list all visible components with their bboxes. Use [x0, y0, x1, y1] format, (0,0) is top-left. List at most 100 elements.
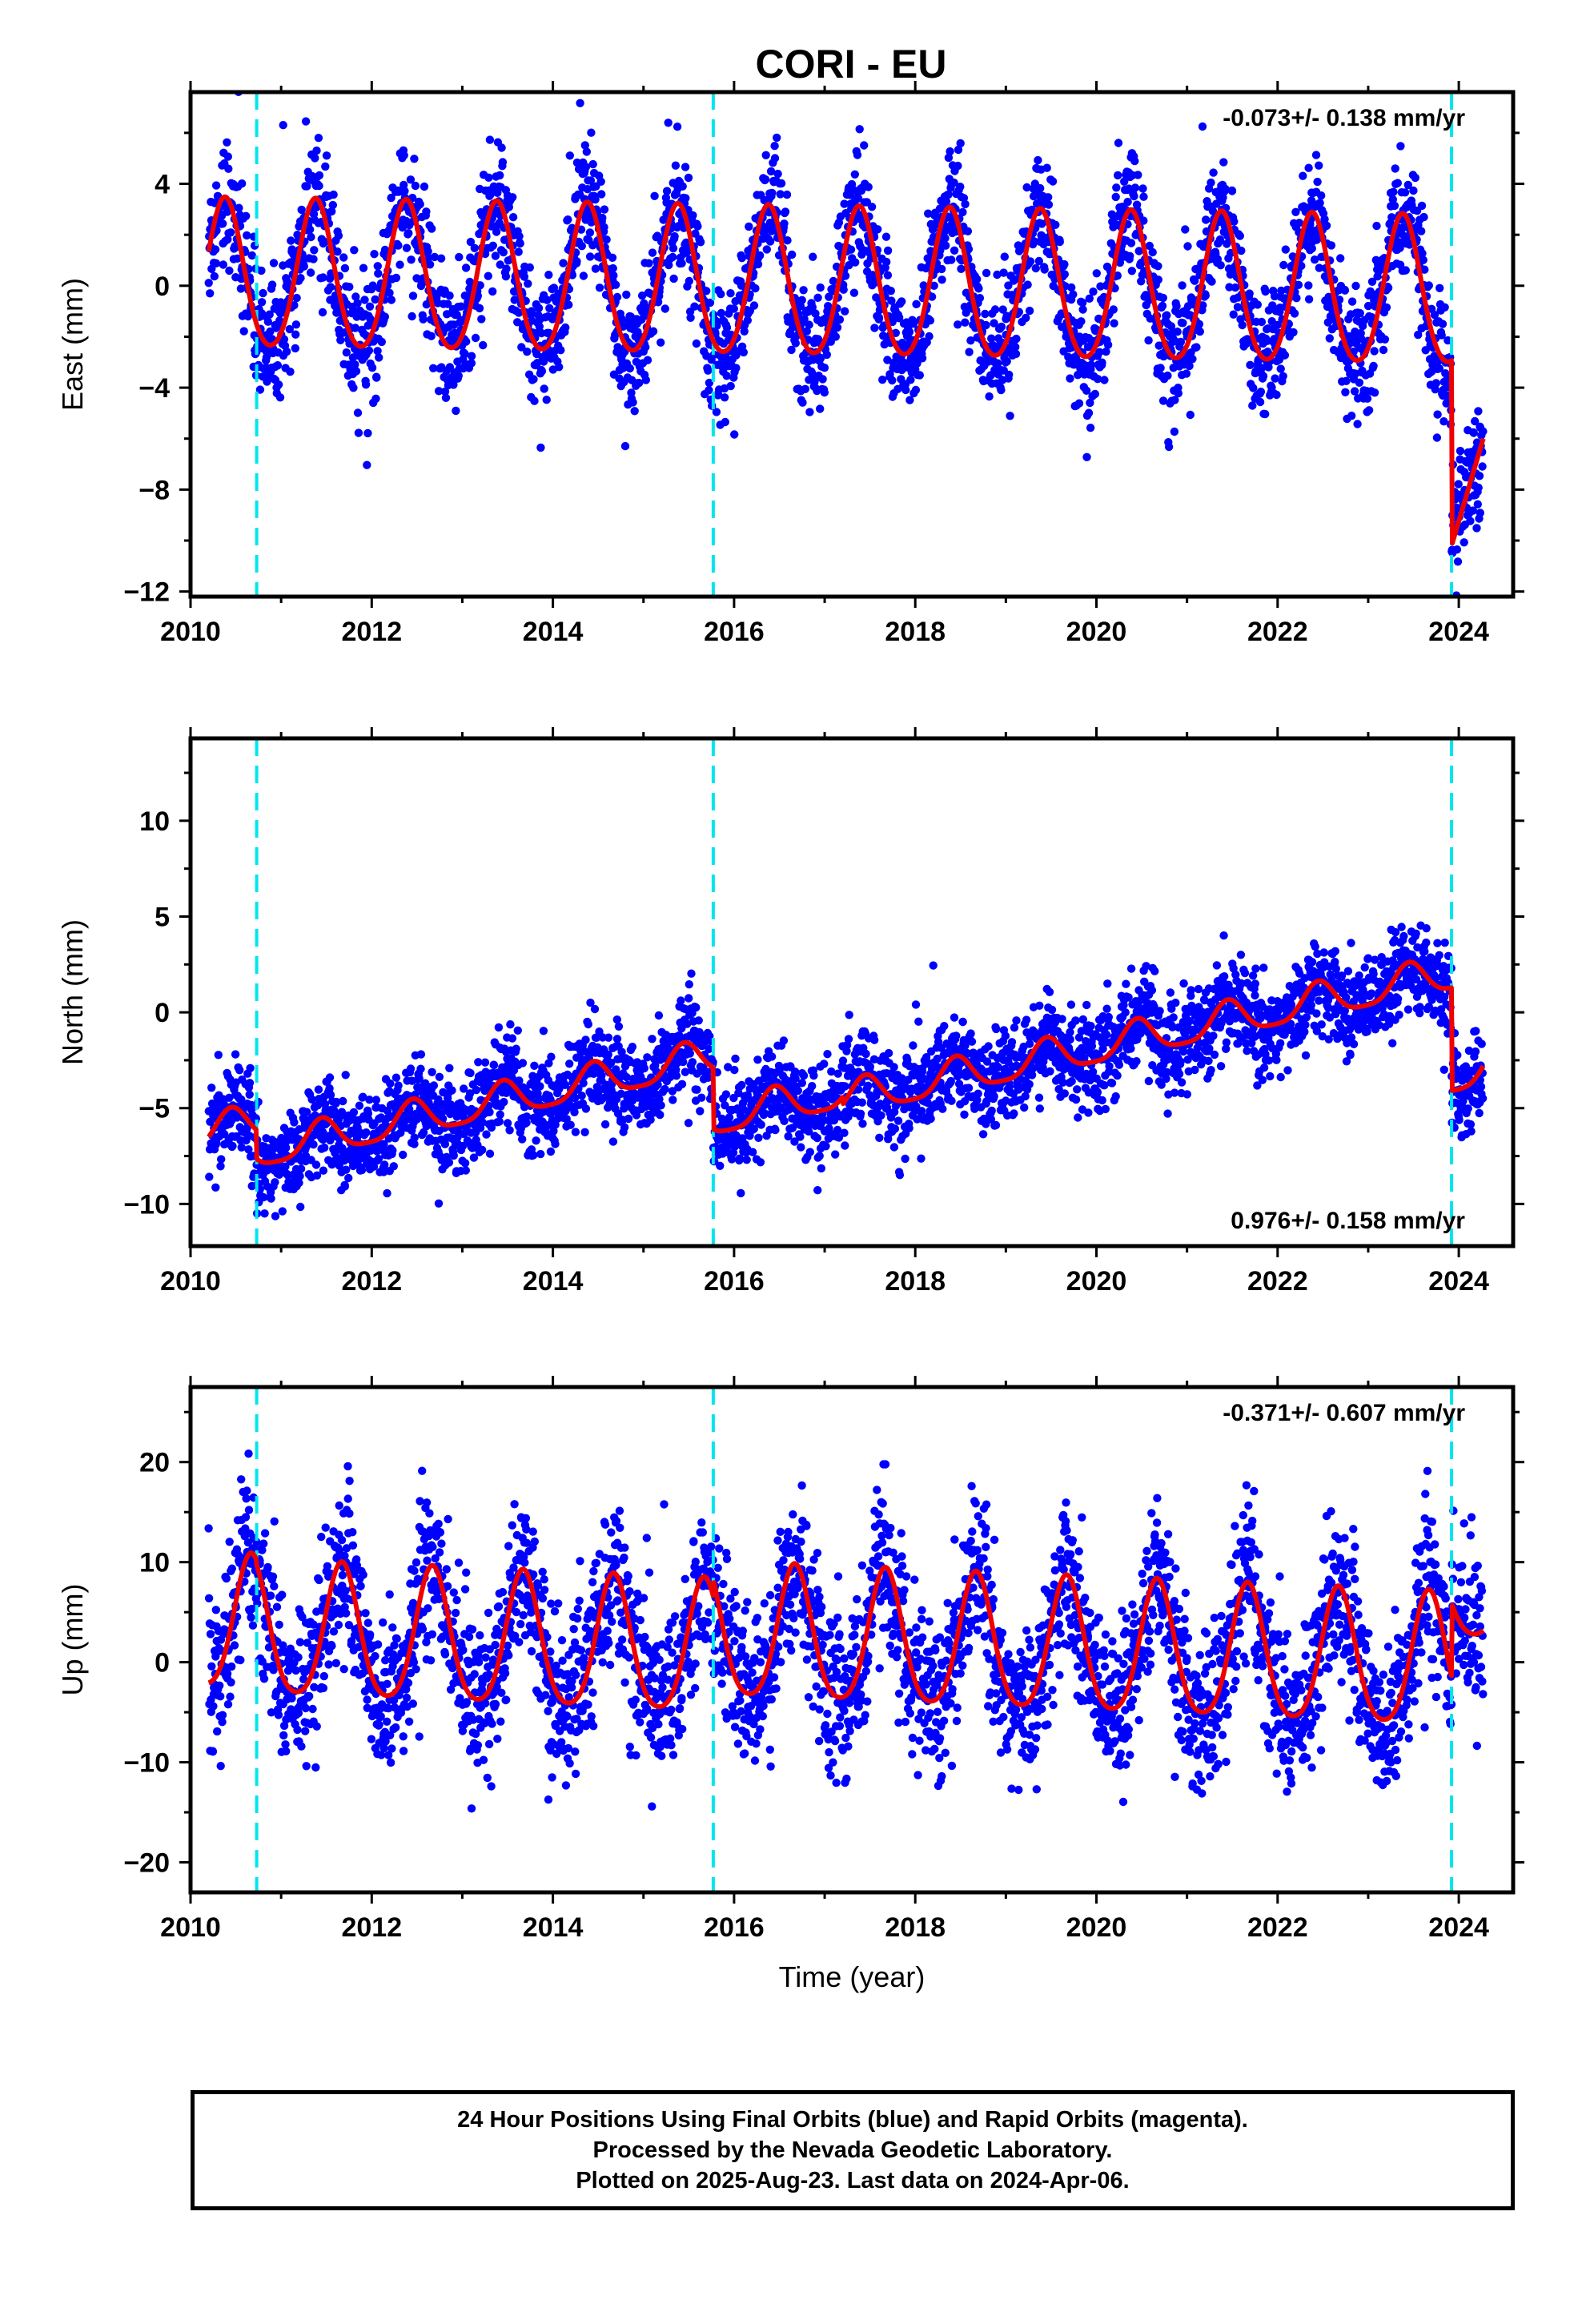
- data-point: [247, 251, 256, 260]
- y-tick-label: 4: [155, 170, 170, 200]
- data-points: [204, 921, 1488, 1220]
- data-point: [873, 225, 882, 234]
- data-point: [496, 171, 504, 180]
- data-point: [1219, 158, 1228, 167]
- data-point: [808, 303, 817, 312]
- data-point: [503, 1119, 512, 1128]
- data-point: [641, 376, 650, 384]
- data-point: [311, 1160, 321, 1169]
- data-point: [1294, 280, 1303, 289]
- data-point: [505, 1126, 514, 1135]
- data-point: [813, 293, 822, 302]
- data-point: [743, 316, 752, 325]
- data-point: [325, 1073, 335, 1082]
- data-point: [956, 183, 965, 191]
- data-point: [303, 182, 311, 191]
- data-point: [391, 1073, 401, 1082]
- data-point: [1370, 347, 1379, 356]
- data-point: [1409, 186, 1418, 195]
- data-point: [488, 287, 497, 296]
- data-point: [365, 302, 375, 311]
- data-point: [429, 1081, 439, 1090]
- data-point: [587, 128, 596, 137]
- data-point: [1393, 179, 1403, 187]
- data-point: [291, 320, 301, 329]
- data-point: [1256, 388, 1266, 396]
- data-point: [1387, 213, 1396, 222]
- data-point: [757, 1120, 765, 1129]
- data-point: [849, 288, 859, 297]
- data-point: [613, 343, 622, 352]
- data-point: [1475, 472, 1484, 480]
- x-tick-label: 2014: [523, 617, 584, 647]
- data-point: [536, 443, 545, 452]
- data-point: [479, 340, 488, 350]
- data-point: [539, 1027, 548, 1035]
- data-point: [471, 333, 480, 343]
- data-point: [1181, 225, 1190, 234]
- data-point: [1419, 212, 1428, 222]
- data-point: [799, 1071, 809, 1080]
- data-point: [472, 1085, 481, 1095]
- data-point: [600, 1120, 610, 1129]
- data-point: [1176, 337, 1186, 347]
- data-point: [292, 293, 301, 303]
- data-point: [257, 298, 267, 307]
- data-point: [580, 141, 589, 150]
- data-point: [1325, 334, 1335, 343]
- data-point: [1433, 410, 1442, 419]
- data-point: [342, 1165, 351, 1174]
- data-point: [1195, 327, 1205, 336]
- data-point: [689, 211, 697, 220]
- data-point: [444, 300, 452, 308]
- data-point: [990, 305, 1000, 314]
- data-point: [702, 287, 711, 296]
- x-tick-label: 2020: [1066, 617, 1127, 647]
- data-point: [773, 133, 781, 143]
- data-point: [530, 1061, 539, 1071]
- data-point: [371, 295, 379, 304]
- data-point: [855, 125, 864, 134]
- data-point: [762, 245, 771, 254]
- data-point: [537, 367, 547, 376]
- data-point: [591, 264, 600, 273]
- data-point: [756, 1158, 765, 1167]
- data-point: [1453, 557, 1463, 566]
- data-point: [387, 193, 396, 203]
- data-point: [717, 308, 726, 318]
- data-point: [1322, 221, 1331, 230]
- data-point: [467, 352, 476, 360]
- data-point: [1452, 545, 1462, 554]
- data-point: [424, 254, 433, 263]
- data-point: [245, 1079, 255, 1088]
- data-point: [445, 1063, 454, 1073]
- data-point: [1424, 281, 1434, 290]
- data-point: [982, 268, 991, 278]
- data-point: [513, 1026, 522, 1035]
- data-point: [535, 322, 544, 331]
- data-point: [839, 285, 848, 294]
- data-point: [721, 1090, 731, 1099]
- panel-east: 2010 2012 2014 2016 2018 2020 2022 202440−4−8−1…: [56, 81, 1524, 647]
- data-point: [635, 379, 644, 388]
- data-point: [291, 344, 299, 353]
- data-point: [1144, 336, 1153, 345]
- data-point: [729, 304, 738, 313]
- data-point: [681, 163, 690, 171]
- data-point: [473, 292, 482, 300]
- data-point: [650, 191, 659, 200]
- data-point: [388, 1146, 397, 1155]
- data-point: [355, 1101, 364, 1110]
- data-point: [974, 284, 983, 293]
- data-point: [545, 304, 554, 313]
- data-point: [656, 1101, 665, 1110]
- data-point: [564, 215, 572, 224]
- data-point: [780, 219, 789, 228]
- data-point: [684, 173, 693, 183]
- data-point: [692, 339, 701, 348]
- data-point: [410, 155, 419, 163]
- data-point: [576, 99, 584, 107]
- data-point: [732, 364, 741, 372]
- data-point: [1411, 173, 1420, 183]
- data-point: [462, 337, 471, 346]
